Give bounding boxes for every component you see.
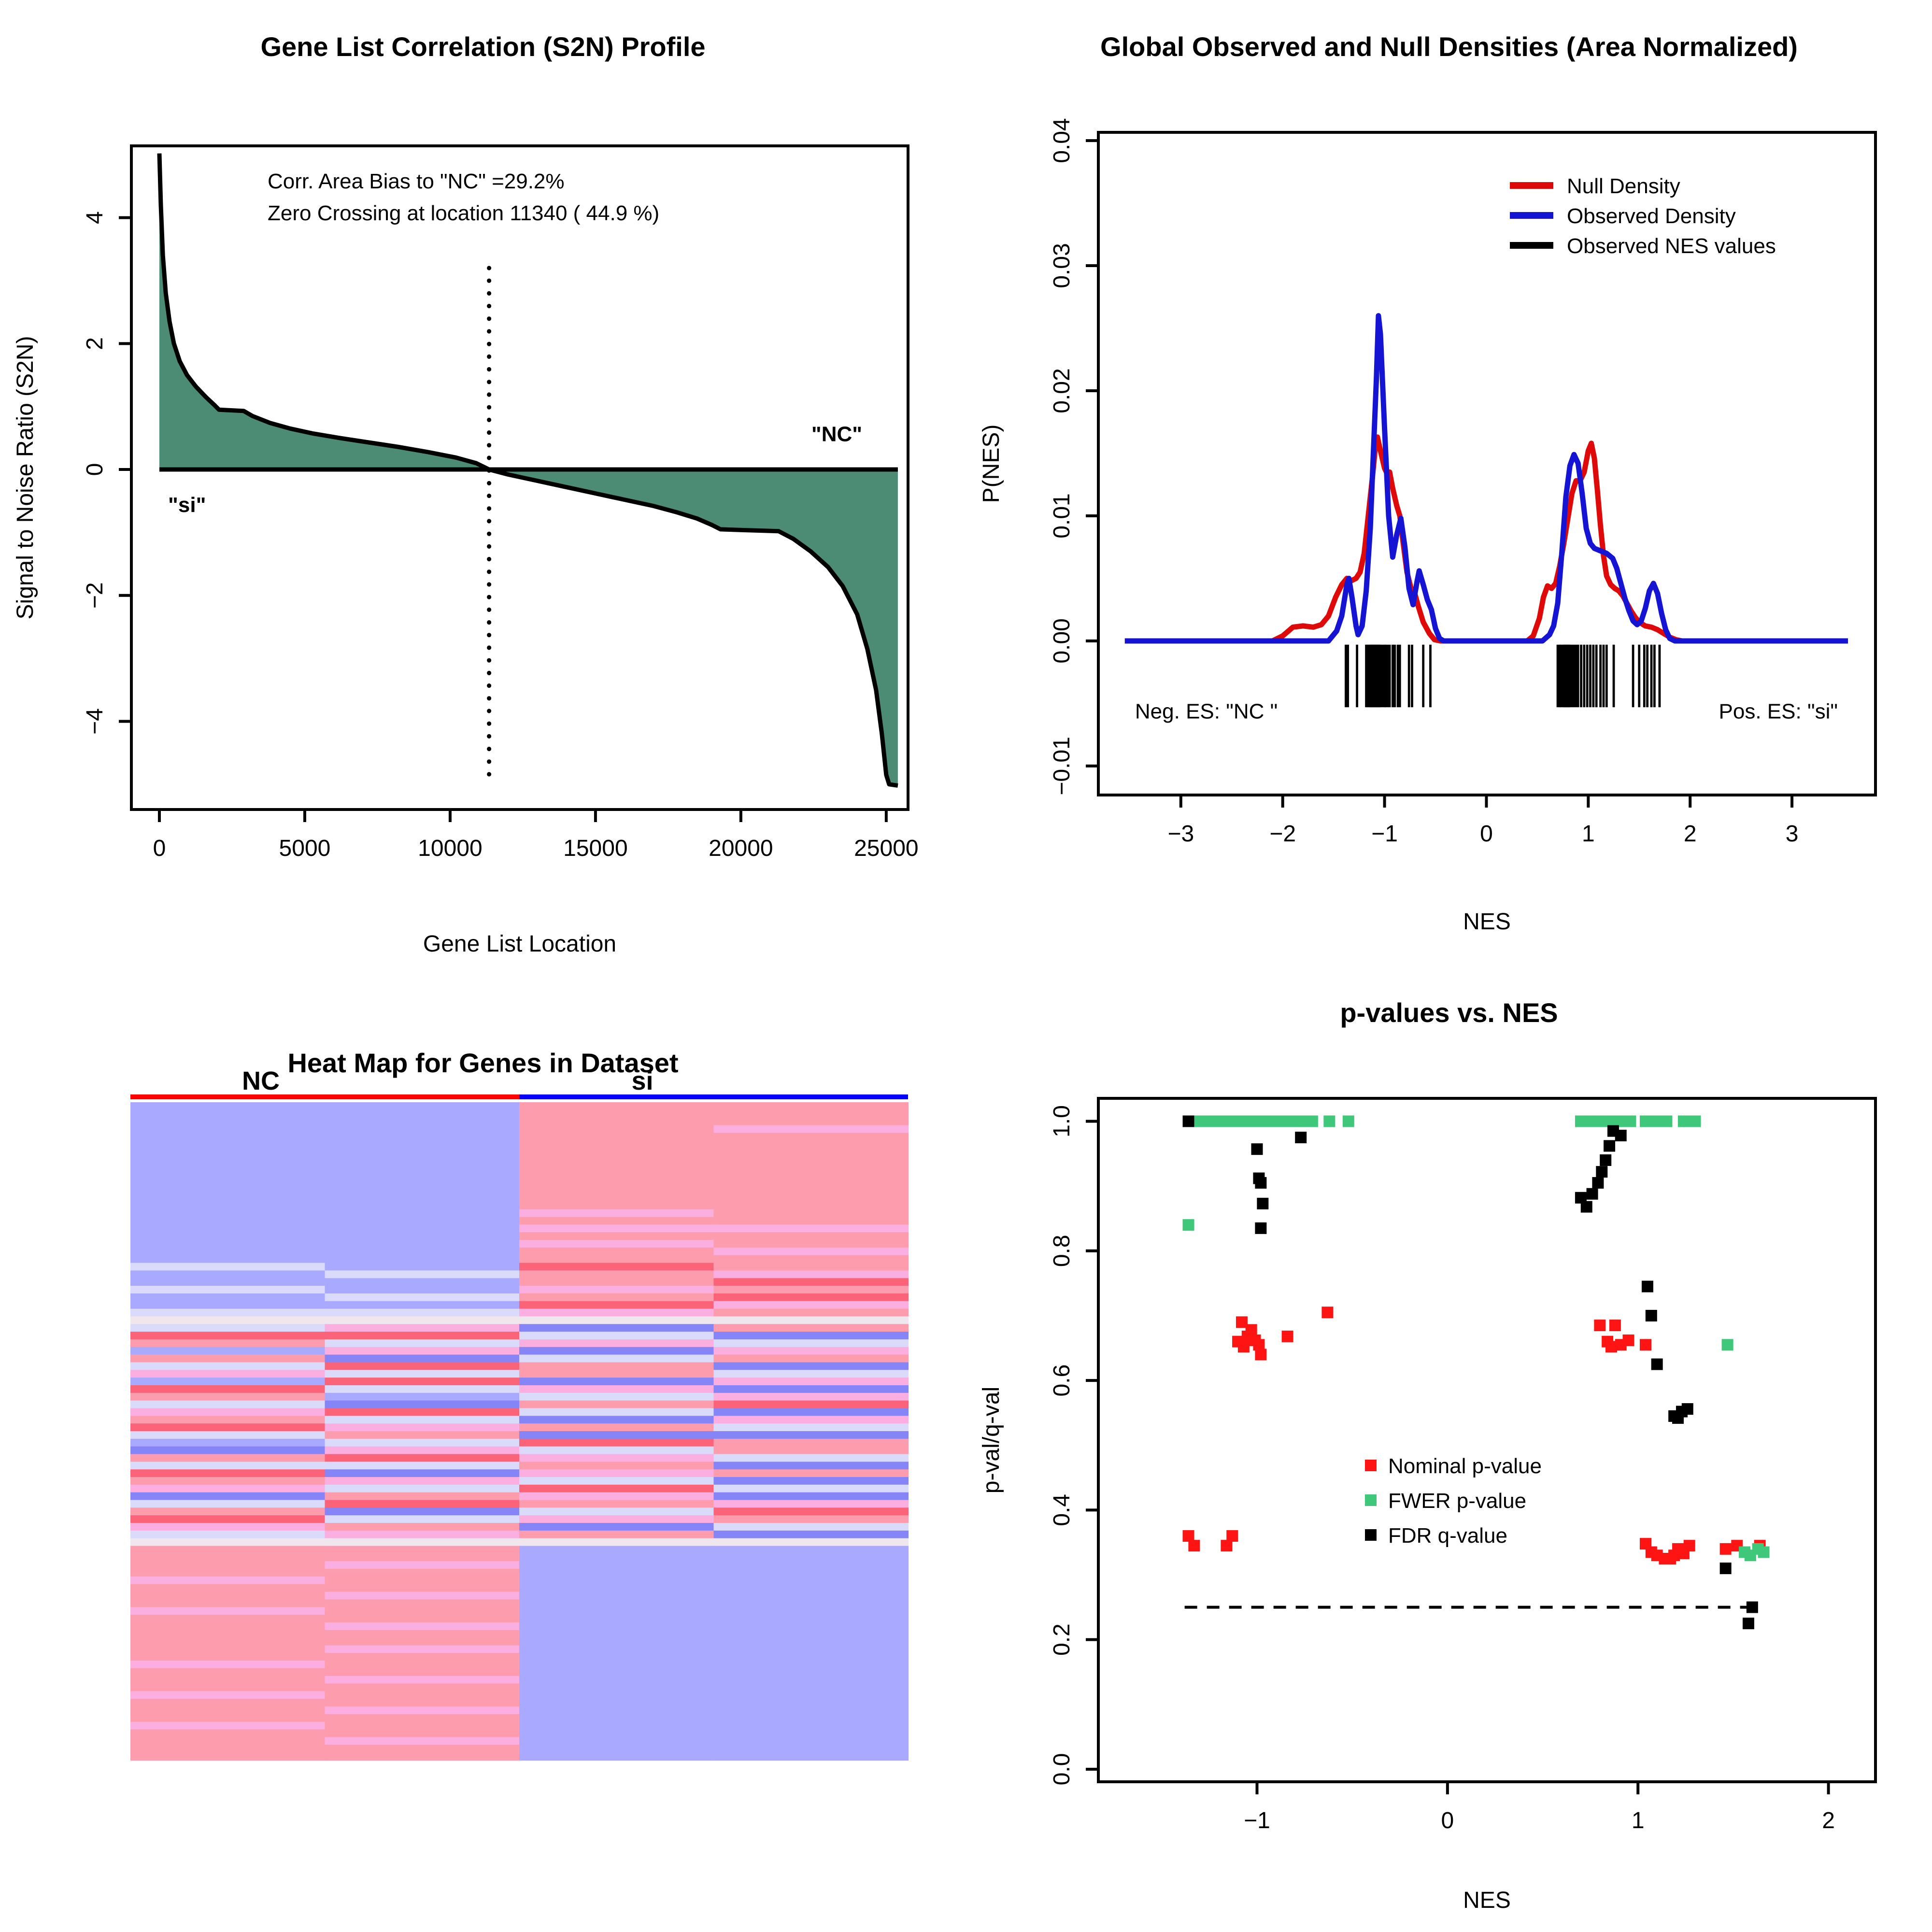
x-tick-label: −1 <box>1244 1808 1270 1833</box>
y-tick-label: −2 <box>82 582 108 609</box>
y-axis-label: P(NES) <box>979 425 1004 503</box>
x-tick-label: 10000 <box>418 836 482 861</box>
nes-rug-ticks <box>1345 644 1661 708</box>
chart-title: Gene List Correlation (S2N) Profile <box>260 31 706 62</box>
x-tick-label: 3 <box>1786 821 1799 847</box>
chart-title: Global Observed and Null Densities (Area… <box>1100 31 1798 62</box>
legend-label: Null Density <box>1567 174 1680 198</box>
y-axis-label: p-val/q-val <box>979 1387 1004 1493</box>
axes: 0 5000 10000 15000 20000 25000 −4 −2 0 2 4 Gene Lis… <box>13 144 919 957</box>
y-axis-label: Signal to Noise Ratio (S2N) <box>13 336 38 620</box>
chart-title: Heat Map for Genes in Dataset <box>287 1048 679 1078</box>
x-tick-label: 1 <box>1632 1808 1645 1833</box>
y-tick-label: 0.2 <box>1049 1623 1075 1656</box>
y-tick-label: −4 <box>82 708 108 735</box>
s2n-curve <box>157 153 898 788</box>
x-tick-label: 20000 <box>709 836 773 861</box>
annotation-corr-area-bias: Corr. Area Bias to "NC" =29.2% <box>268 170 565 193</box>
si-group-bar <box>519 1094 908 1099</box>
legend-label: Observed Density <box>1567 204 1736 228</box>
x-tick-label: 1 <box>1582 821 1595 847</box>
null-density-curve <box>1124 434 1848 644</box>
pvalues-chart: −1 0 1 2 0.0 0.2 0.4 0.6 0.8 1.0 NES p-val/q-val Nom… <box>979 1097 1877 1913</box>
x-tick-label: 25000 <box>854 836 918 861</box>
label-si: "si" <box>168 493 206 517</box>
x-axis-label: Gene List Location <box>423 931 616 957</box>
legend-label: FDR q-value <box>1388 1524 1507 1548</box>
legend-label: Observed NES values <box>1567 234 1776 258</box>
group-label-si: si <box>631 1066 653 1095</box>
panel-densities: Global Observed and Null Densities (Area… <box>966 0 1932 966</box>
y-tick-label: 4 <box>82 211 108 224</box>
y-tick-label: 0.6 <box>1049 1364 1075 1397</box>
legend-label: Nominal p-value <box>1388 1454 1542 1478</box>
neg-es-label: Neg. ES: "NC " <box>1135 700 1278 724</box>
heatmap-cells <box>130 1102 909 1761</box>
s2n-profile-chart: 0 5000 10000 15000 20000 25000 −4 −2 0 2 4 Gene Lis… <box>13 144 919 957</box>
nc-group-bar <box>130 1094 519 1099</box>
axes: −1 0 1 2 0.0 0.2 0.4 0.6 0.8 1.0 NES p-val/q-val <box>979 1097 1877 1913</box>
panel-s2n-profile: Gene List Correlation (S2N) Profile 0 500… <box>0 0 966 966</box>
chart-title: p-values vs. NES <box>1340 997 1558 1028</box>
x-tick-label: 15000 <box>563 836 627 861</box>
legend-label: FWER p-value <box>1388 1489 1526 1513</box>
fdr-qvalue-points <box>1182 1115 1758 1630</box>
legend-square-swatch <box>1365 1460 1377 1471</box>
x-tick-label: −1 <box>1371 821 1398 847</box>
x-axis-label: NES <box>1463 909 1511 935</box>
observed-density-curve <box>1124 313 1848 644</box>
y-tick-label: 0.01 <box>1049 493 1075 538</box>
x-tick-label: 0 <box>1441 1808 1454 1833</box>
pos-es-label: Pos. ES: "si" <box>1719 700 1838 724</box>
label-nc: "NC" <box>811 422 862 446</box>
group-label-nc: NC <box>242 1066 280 1095</box>
y-tick-label: 0.02 <box>1049 368 1075 413</box>
legend-square-swatch <box>1365 1494 1377 1506</box>
axes: −3 −2 −1 0 1 2 3 −0.01 0.00 0.01 0.02 0.03 0.04 NES P(… <box>979 118 1877 935</box>
y-tick-label: 0.04 <box>1049 118 1075 163</box>
x-tick-label: −2 <box>1269 821 1296 847</box>
panel-heatmap: Heat Map for Genes in Dataset NC si <box>0 966 966 1932</box>
legend-square-swatch <box>1365 1529 1377 1541</box>
annotation-zero-crossing: Zero Crossing at location 11340 ( 44.9 %… <box>268 201 659 225</box>
y-tick-label: 0 <box>82 463 108 476</box>
y-tick-label: 0.8 <box>1049 1235 1075 1267</box>
x-tick-label: 0 <box>1480 821 1493 847</box>
fwer-pvalue-points <box>1182 1115 1770 1562</box>
x-tick-label: −3 <box>1167 821 1194 847</box>
x-axis-label: NES <box>1463 1888 1511 1913</box>
y-tick-label: 0.4 <box>1049 1494 1075 1526</box>
y-tick-label: 2 <box>82 337 108 350</box>
nominal-pvalue-points <box>1182 1307 1766 1564</box>
x-tick-label: 0 <box>153 836 166 861</box>
y-tick-label: 0.0 <box>1049 1753 1075 1786</box>
panel-pvalues-vs-nes: p-values vs. NES −1 0 1 2 0.0 0.2 0.4 0.6 0.8 1.0… <box>966 966 1932 1932</box>
x-tick-label: 2 <box>1684 821 1697 847</box>
densities-chart: −3 −2 −1 0 1 2 3 −0.01 0.00 0.01 0.02 0.03 0.04 NES P(… <box>979 118 1877 935</box>
x-tick-label: 2 <box>1822 1808 1835 1833</box>
legend: Nominal p-value FWER p-value FDR q-value <box>1365 1454 1542 1548</box>
y-tick-label: 1.0 <box>1049 1105 1075 1137</box>
y-tick-label: 0.00 <box>1049 618 1075 663</box>
legend: Null Density Observed Density Observed NES… <box>1510 174 1776 258</box>
y-tick-label: 0.03 <box>1049 243 1075 288</box>
x-tick-label: 5000 <box>279 836 331 861</box>
y-tick-label: −0.01 <box>1049 737 1075 795</box>
heatmap-chart: NC si <box>130 1066 909 1761</box>
